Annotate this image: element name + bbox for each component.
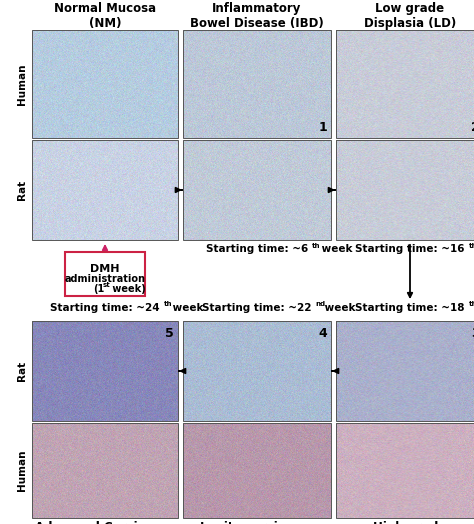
Text: Low grade
Displasia (LD): Low grade Displasia (LD) [364, 2, 456, 30]
Text: week: week [170, 303, 204, 313]
Text: Starting time: ~6: Starting time: ~6 [206, 244, 308, 254]
Text: 3: 3 [471, 327, 474, 340]
Text: week): week) [109, 284, 146, 294]
Text: Rat: Rat [17, 180, 27, 200]
Text: Normal Mucosa
(NM): Normal Mucosa (NM) [54, 2, 156, 30]
Bar [183, 423, 331, 518]
Text: DMH: DMH [90, 264, 120, 274]
Bar [336, 423, 474, 518]
Text: nd: nd [316, 301, 326, 308]
Text: High grade
Displasia (HD): High grade Displasia (HD) [363, 521, 457, 524]
Text: Starting time: ~24: Starting time: ~24 [50, 303, 160, 313]
Bar [183, 30, 331, 138]
Text: th: th [468, 301, 474, 308]
Bar [336, 321, 474, 421]
Text: week: week [321, 303, 356, 313]
Bar [32, 30, 178, 138]
Bar [32, 140, 178, 240]
Text: 2: 2 [471, 121, 474, 134]
Text: Inflammatory
Bowel Disease (IBD): Inflammatory Bowel Disease (IBD) [190, 2, 324, 30]
Text: Starting time: ~18: Starting time: ~18 [355, 303, 465, 313]
Bar [336, 140, 474, 240]
Text: week: week [318, 244, 353, 254]
Text: 1: 1 [318, 121, 327, 134]
Text: st: st [103, 282, 111, 288]
Text: 5: 5 [165, 327, 174, 340]
Text: th: th [164, 301, 172, 308]
Text: Rat: Rat [17, 361, 27, 381]
Bar [183, 321, 331, 421]
Text: In situ carcinoma
(IS): In situ carcinoma (IS) [200, 521, 314, 524]
Bar [32, 321, 178, 421]
Text: 4: 4 [318, 327, 327, 340]
Bar [183, 140, 331, 240]
Text: th: th [312, 243, 321, 248]
Text: th: th [468, 243, 474, 248]
Text: Human: Human [17, 450, 27, 492]
Bar [32, 423, 178, 518]
Bar [336, 30, 474, 138]
Text: (1: (1 [93, 284, 104, 294]
Text: Starting time: ~16: Starting time: ~16 [355, 244, 465, 254]
Text: Human: Human [17, 63, 27, 105]
Text: administration: administration [64, 274, 146, 284]
Text: Advanced Carcinoma
(K): Advanced Carcinoma (K) [36, 521, 174, 524]
FancyBboxPatch shape [65, 252, 145, 296]
Text: Starting time: ~22: Starting time: ~22 [202, 303, 312, 313]
